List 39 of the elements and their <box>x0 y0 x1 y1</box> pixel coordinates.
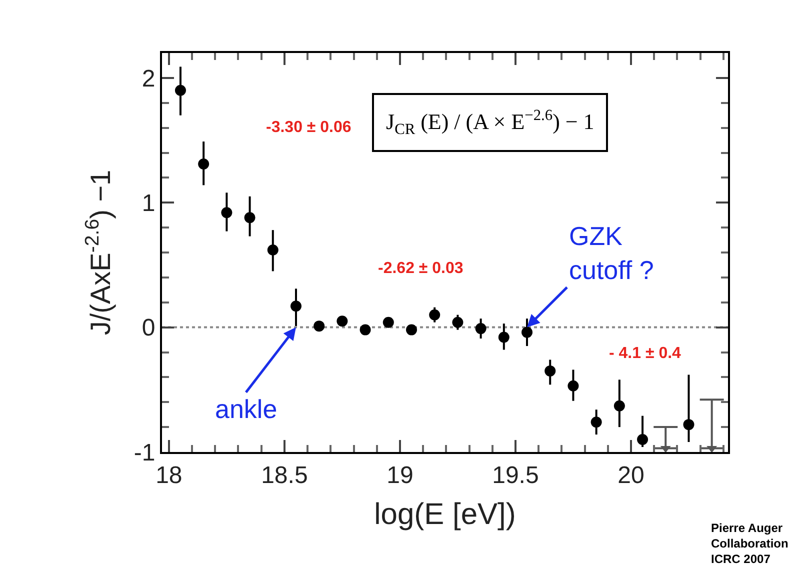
x-tick-label: 19 <box>386 462 414 489</box>
x-tick-label: 18.5 <box>261 462 308 489</box>
x-tick-label: 20 <box>618 462 644 489</box>
annotation: -3.30 ± 0.06 <box>266 119 352 136</box>
text: Pierre Auger Collaboration ICRC 2007 <box>711 521 788 566</box>
point <box>522 326 533 338</box>
y-tick-label: -1 <box>134 439 156 466</box>
point <box>382 316 394 328</box>
point <box>683 419 694 430</box>
point <box>244 212 256 224</box>
x-tick-label: 18 <box>156 462 182 489</box>
point <box>568 380 579 392</box>
annotation: - 4.1 ± 0.4 <box>609 345 682 362</box>
point <box>336 316 348 327</box>
x-axis-title: log(E [eV]) <box>374 498 516 531</box>
annotation: J$_{CR}$ (E) / (A × E$^{−2.6}$) − 1 <box>386 107 594 138</box>
y-tick-label: 1 <box>142 190 156 218</box>
point <box>590 416 602 428</box>
point <box>174 84 186 96</box>
point <box>544 365 556 376</box>
y-tick-label: 0 <box>142 314 156 342</box>
x-tick-label: 19.5 <box>492 462 539 489</box>
point <box>290 300 302 312</box>
annotation: -2.62 ± 0.03 <box>378 260 464 277</box>
point <box>360 324 371 336</box>
point <box>314 320 325 332</box>
point <box>198 158 210 170</box>
point <box>475 323 486 334</box>
point <box>614 400 625 412</box>
point <box>637 434 648 446</box>
point <box>452 316 464 328</box>
point <box>498 332 510 343</box>
point <box>221 207 232 218</box>
annotation: GZK cutoff ? <box>569 221 654 285</box>
annotation: ankle <box>215 394 278 424</box>
point <box>267 244 278 256</box>
point <box>406 324 417 336</box>
y-tick-label: 2 <box>142 65 156 92</box>
point <box>429 309 440 320</box>
